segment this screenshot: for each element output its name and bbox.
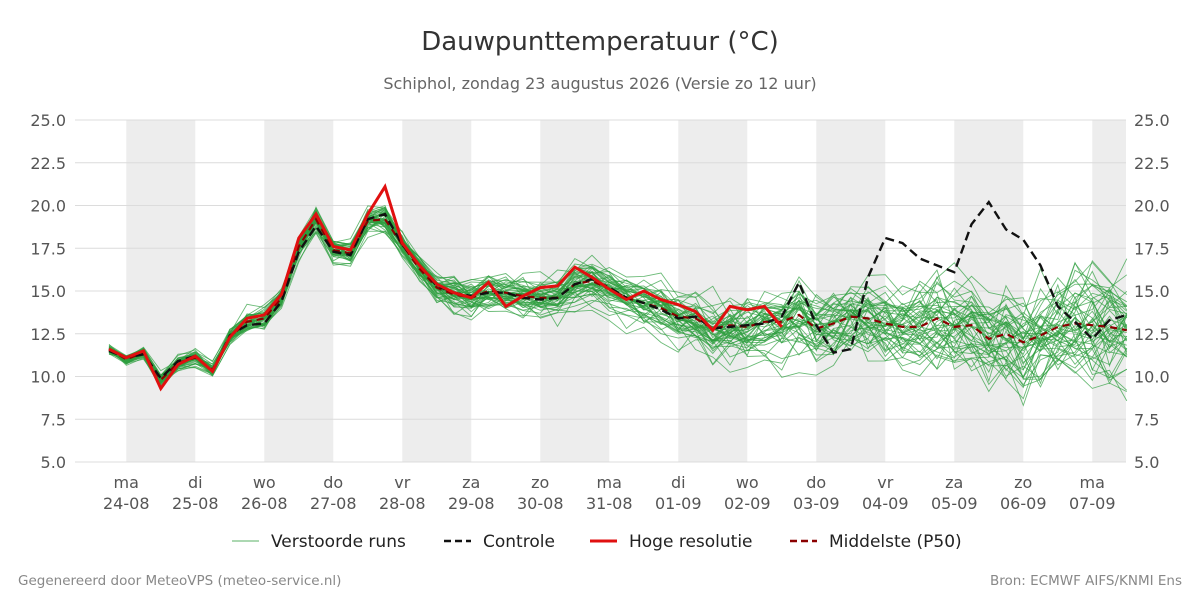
x-tick-day: vr xyxy=(877,473,893,492)
x-tick-date: 31-08 xyxy=(586,494,633,513)
y-tick-label-left: 5.0 xyxy=(41,453,66,472)
x-tick-day: vr xyxy=(394,473,410,492)
y-tick-label-left: 20.0 xyxy=(30,197,66,216)
y-axis-left-ticks: 5.0 7.5 10.0 12.5 15.0 17.5 20.0 22.5 25.0 xyxy=(30,111,66,472)
x-tick-day: ma xyxy=(1080,473,1105,492)
x-tick-date: 30-08 xyxy=(517,494,564,513)
x-tick-date: 06-09 xyxy=(1000,494,1047,513)
chart-subtitle: Schiphol, zondag 23 augustus 2026 (Versi… xyxy=(383,74,816,93)
legend: Verstoorde runs Controle Hoge resolutie Mid… xyxy=(232,532,962,552)
footer-source: Bron: ECMWF AIFS/KNMI Ens xyxy=(990,573,1182,589)
x-tick-date: 05-09 xyxy=(931,494,978,513)
x-tick-day: ma xyxy=(114,473,139,492)
ensemble-member-line xyxy=(108,212,1128,380)
y-tick-label-right: 25.0 xyxy=(1134,111,1170,130)
x-tick-day: zo xyxy=(531,473,549,492)
x-tick-date: 04-09 xyxy=(862,494,909,513)
x-tick-day: za xyxy=(462,473,480,492)
x-tick-date: 26-08 xyxy=(241,494,288,513)
x-tick-day: ma xyxy=(597,473,622,492)
legend-label: Hoge resolutie xyxy=(629,532,753,552)
y-tick-label-right: 20.0 xyxy=(1134,197,1170,216)
y-tick-label-left: 7.5 xyxy=(41,410,66,429)
x-tick-day: di xyxy=(671,473,686,492)
x-tick-day: di xyxy=(188,473,203,492)
legend-label: Middelste (P50) xyxy=(829,532,962,552)
y-tick-label-right: 7.5 xyxy=(1134,410,1159,429)
y-tick-label-right: 15.0 xyxy=(1134,282,1170,301)
x-tick-date: 01-09 xyxy=(655,494,702,513)
x-tick-date: 03-09 xyxy=(793,494,840,513)
control-run-line xyxy=(108,200,1128,381)
x-tick-date: 29-08 xyxy=(448,494,495,513)
x-tick-day: do xyxy=(323,473,343,492)
y-tick-label-left: 25.0 xyxy=(30,111,66,130)
horizontal-gridlines xyxy=(75,119,1126,463)
legend-label: Controle xyxy=(483,532,555,552)
y-tick-label-right: 5.0 xyxy=(1134,453,1159,472)
y-tick-label-left: 22.5 xyxy=(30,154,66,173)
x-tick-day: za xyxy=(945,473,963,492)
x-tick-day: wo xyxy=(253,473,276,492)
y-axis-right-ticks: 5.0 7.5 10.0 12.5 15.0 17.5 20.0 22.5 25.0 xyxy=(1134,111,1170,472)
y-tick-label-right: 22.5 xyxy=(1134,154,1170,173)
x-tick-date: 07-09 xyxy=(1069,494,1116,513)
footer-generated-by: Gegenereerd door MeteoVPS (meteo-service… xyxy=(18,573,341,589)
x-tick-day: zo xyxy=(1014,473,1032,492)
y-tick-label-left: 10.0 xyxy=(30,368,66,387)
y-tick-label-right: 17.5 xyxy=(1134,239,1170,258)
y-tick-label-left: 17.5 xyxy=(30,239,66,258)
y-tick-label-right: 10.0 xyxy=(1134,368,1170,387)
x-tick-date: 28-08 xyxy=(379,494,426,513)
legend-label: Verstoorde runs xyxy=(271,532,406,552)
x-tick-date: 02-09 xyxy=(724,494,771,513)
y-tick-label-left: 15.0 xyxy=(30,282,66,301)
x-axis-ticks: ma 24-08 di 25-08 wo 26-08 do 27-08 vr 28-08 za 29-… xyxy=(103,473,1116,513)
chart-title: Dauwpunttemperatuur (°C) xyxy=(421,27,779,57)
main-series-lines xyxy=(108,183,1128,392)
y-tick-label-left: 12.5 xyxy=(30,325,66,344)
y-tick-label-right: 12.5 xyxy=(1134,325,1170,344)
x-tick-day: do xyxy=(806,473,826,492)
x-tick-date: 27-08 xyxy=(310,494,357,513)
x-tick-day: wo xyxy=(736,473,759,492)
high-resolution-line xyxy=(108,183,783,392)
x-tick-date: 25-08 xyxy=(172,494,219,513)
x-tick-date: 24-08 xyxy=(103,494,150,513)
